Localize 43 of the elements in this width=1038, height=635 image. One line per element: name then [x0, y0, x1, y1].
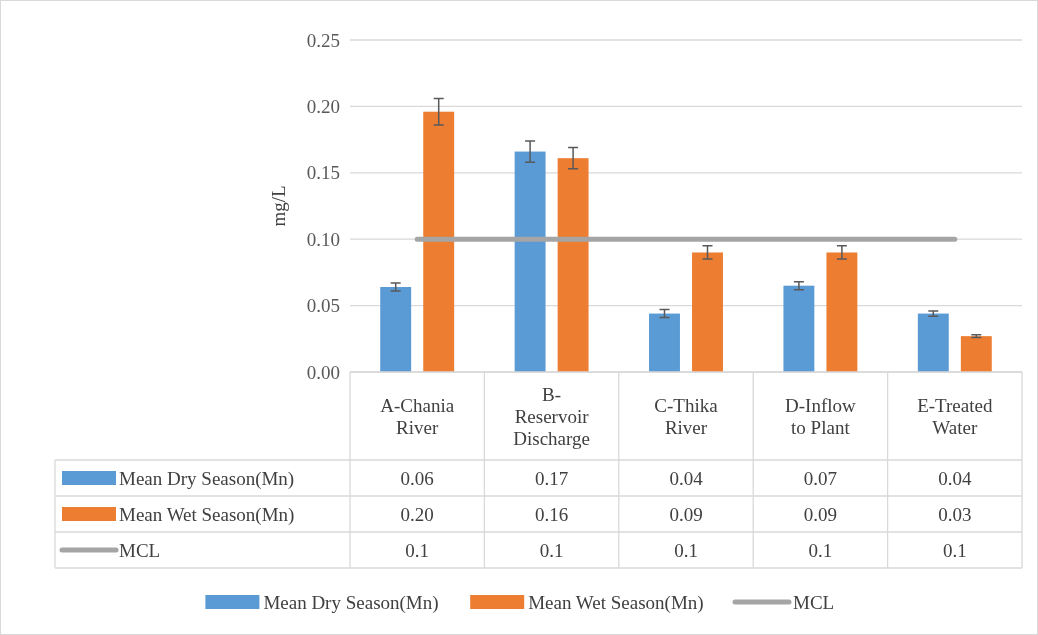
data-label: 0.09: [803, 503, 838, 525]
bar: [649, 313, 680, 372]
bar: [826, 252, 858, 372]
bar: [917, 313, 949, 372]
data-label: 0.1: [539, 539, 564, 561]
data-label: 0.04: [938, 467, 972, 489]
bar: [783, 285, 815, 372]
data-label: 0.1: [405, 539, 430, 561]
y-tick-label: 0.05: [306, 295, 340, 317]
data-label: 0.04: [669, 467, 704, 489]
x-tick-label: A-Chania River: [380, 394, 455, 438]
data-label: 0.1: [674, 539, 698, 561]
legend-label: Mean Wet Season(Mn): [119, 503, 295, 526]
x-tick-label: B-Reservoir Discharge: [513, 383, 590, 449]
data-label: 0.03: [938, 503, 972, 525]
data-label: 0.09: [669, 503, 703, 525]
bar: [514, 151, 546, 372]
data-label: 0.16: [534, 503, 569, 525]
bar: [380, 287, 412, 372]
legend-label: Mean Dry Season(Mn): [119, 467, 295, 490]
text: Mean Dry Season(Mn): [263, 591, 439, 613]
text: MCL: [119, 539, 161, 561]
data-label: 0.07: [803, 467, 838, 489]
y-axis-title: mg/L: [268, 185, 289, 227]
bar: [692, 252, 723, 372]
y-tick-label: 0.15: [306, 162, 340, 184]
y-tick-label: 0.25: [306, 29, 340, 51]
data-label: 0.20: [400, 503, 434, 525]
bar: [960, 336, 992, 372]
y-tick-label: 0.10: [306, 228, 340, 250]
bar: [423, 111, 455, 372]
text: Mean Wet Season(Mn): [528, 591, 704, 613]
y-tick-label: 0.00: [306, 361, 340, 383]
data-label: 0.1: [808, 539, 833, 561]
bar: [557, 158, 589, 372]
x-tick-label: D-Inflow to Plant: [785, 394, 857, 438]
x-tick-label: C-Thika River: [654, 394, 719, 438]
data-label: 0.17: [534, 467, 569, 489]
y-tick-label: 0.20: [306, 96, 340, 118]
x-tick-label: E-Treated Water: [917, 394, 993, 438]
data-label: 0.1: [942, 539, 967, 561]
data-label: 0.06: [400, 467, 434, 489]
legend-label: MCL: [793, 591, 835, 613]
